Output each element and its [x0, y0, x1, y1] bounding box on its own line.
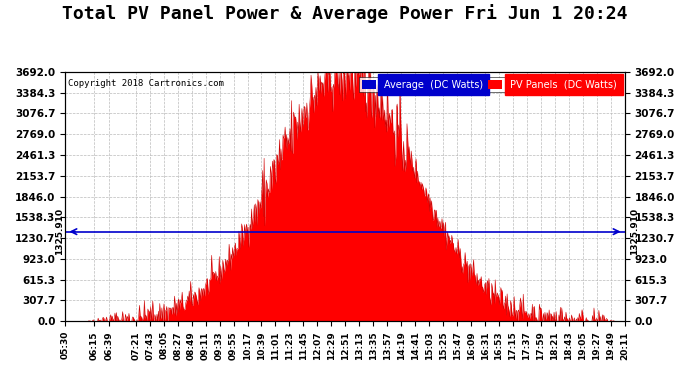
Text: 1325.910: 1325.910 [631, 208, 640, 255]
Text: Total PV Panel Power & Average Power Fri Jun 1 20:24: Total PV Panel Power & Average Power Fri… [62, 4, 628, 23]
Text: 1325.910: 1325.910 [55, 208, 64, 255]
Text: Copyright 2018 Cartronics.com: Copyright 2018 Cartronics.com [68, 79, 224, 88]
Legend: Average  (DC Watts), PV Panels  (DC Watts): Average (DC Watts), PV Panels (DC Watts) [359, 76, 620, 92]
